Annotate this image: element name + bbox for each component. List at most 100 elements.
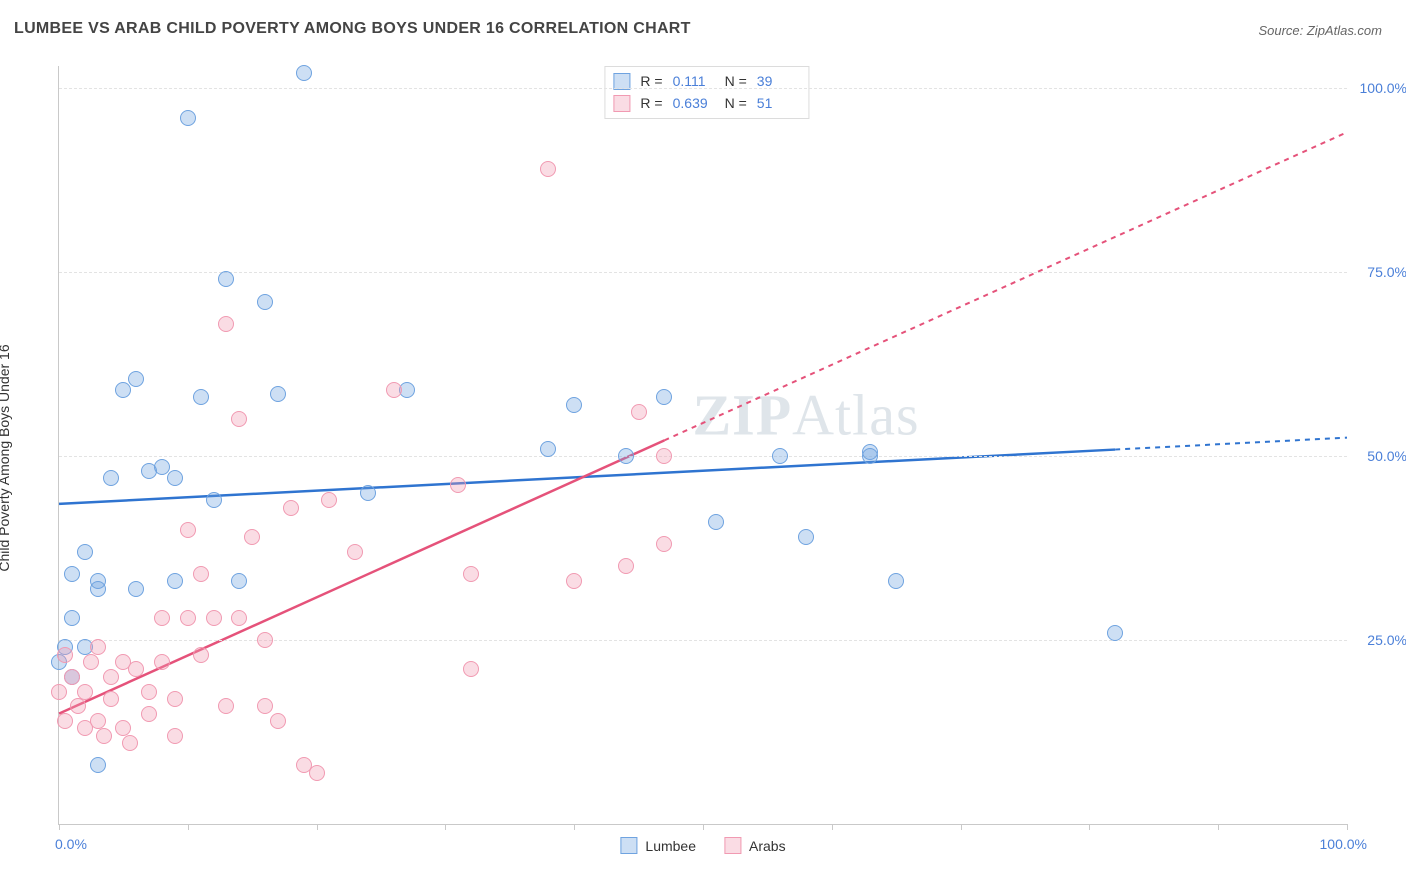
data-point xyxy=(656,536,672,552)
y-tick-label: 50.0% xyxy=(1367,448,1406,464)
data-point xyxy=(180,110,196,126)
data-point xyxy=(180,610,196,626)
data-point xyxy=(270,386,286,402)
data-point xyxy=(96,728,112,744)
data-point xyxy=(57,647,73,663)
data-point xyxy=(309,765,325,781)
data-point xyxy=(193,389,209,405)
data-point xyxy=(141,684,157,700)
legend-label: Arabs xyxy=(749,838,786,854)
data-point xyxy=(244,529,260,545)
data-point xyxy=(888,573,904,589)
data-point xyxy=(90,573,106,589)
data-point xyxy=(218,271,234,287)
x-tick xyxy=(961,824,962,830)
data-point xyxy=(64,610,80,626)
y-tick-label: 75.0% xyxy=(1367,264,1406,280)
gridline xyxy=(59,456,1347,457)
data-point xyxy=(772,448,788,464)
data-point xyxy=(618,558,634,574)
stat-n-value: 39 xyxy=(757,71,799,93)
data-point xyxy=(83,654,99,670)
data-point xyxy=(231,411,247,427)
data-point xyxy=(128,371,144,387)
gridline xyxy=(59,88,1347,89)
legend-swatch xyxy=(724,837,741,854)
data-point xyxy=(154,610,170,626)
data-point xyxy=(540,441,556,457)
data-point xyxy=(128,661,144,677)
data-point xyxy=(218,316,234,332)
x-tick xyxy=(1089,824,1090,830)
stat-r-label: R = xyxy=(640,71,662,93)
correlation-chart: Child Poverty Among Boys Under 16 ZIPAtl… xyxy=(14,48,1394,868)
trend-lines xyxy=(59,66,1347,824)
source-attribution: Source: ZipAtlas.com xyxy=(1258,23,1382,38)
data-point xyxy=(618,448,634,464)
trend-line-extrapolated xyxy=(1115,438,1347,450)
data-point xyxy=(180,522,196,538)
data-point xyxy=(70,698,86,714)
data-point xyxy=(566,573,582,589)
chart-title: LUMBEE VS ARAB CHILD POVERTY AMONG BOYS … xyxy=(14,20,691,38)
data-point xyxy=(708,514,724,530)
data-point xyxy=(77,544,93,560)
data-point xyxy=(566,397,582,413)
data-point xyxy=(103,470,119,486)
data-point xyxy=(206,492,222,508)
data-point xyxy=(656,448,672,464)
data-point xyxy=(57,713,73,729)
data-point xyxy=(450,477,466,493)
stat-r-label: R = xyxy=(640,93,662,115)
data-point xyxy=(64,669,80,685)
data-point xyxy=(167,573,183,589)
legend-item: Lumbee xyxy=(620,837,696,854)
stat-r-value: 0.111 xyxy=(673,71,715,93)
x-axis-min-label: 0.0% xyxy=(55,836,87,852)
data-point xyxy=(540,161,556,177)
x-tick xyxy=(59,824,60,830)
data-point xyxy=(296,65,312,81)
data-point xyxy=(218,698,234,714)
legend-swatch xyxy=(613,95,630,112)
trend-line-extrapolated xyxy=(664,132,1347,440)
stats-row: R = 0.111 N = 39 xyxy=(613,71,798,93)
series-legend: Lumbee Arabs xyxy=(620,837,785,854)
data-point xyxy=(321,492,337,508)
watermark: ZIPAtlas xyxy=(692,381,919,448)
legend-item: Arabs xyxy=(724,837,786,854)
data-point xyxy=(206,610,222,626)
data-point xyxy=(115,382,131,398)
data-point xyxy=(231,573,247,589)
x-tick xyxy=(574,824,575,830)
data-point xyxy=(122,735,138,751)
data-point xyxy=(90,713,106,729)
stat-n-value: 51 xyxy=(757,93,799,115)
data-point xyxy=(141,706,157,722)
x-tick xyxy=(188,824,189,830)
plot-area: ZIPAtlas R =0.111N =39R =0.639N =51 Lumb… xyxy=(58,66,1347,825)
data-point xyxy=(193,647,209,663)
data-point xyxy=(103,691,119,707)
x-tick xyxy=(832,824,833,830)
stat-n-label: N = xyxy=(725,71,747,93)
stat-r-value: 0.639 xyxy=(673,93,715,115)
data-point xyxy=(90,639,106,655)
data-point xyxy=(167,691,183,707)
data-point xyxy=(631,404,647,420)
data-point xyxy=(862,444,878,460)
data-point xyxy=(167,728,183,744)
data-point xyxy=(90,757,106,773)
data-point xyxy=(270,713,286,729)
data-point xyxy=(463,661,479,677)
data-point xyxy=(283,500,299,516)
x-tick xyxy=(317,824,318,830)
data-point xyxy=(257,632,273,648)
gridline xyxy=(59,272,1347,273)
x-axis-max-label: 100.0% xyxy=(1320,836,1367,852)
data-point xyxy=(77,684,93,700)
data-point xyxy=(167,470,183,486)
stat-n-label: N = xyxy=(725,93,747,115)
x-tick xyxy=(445,824,446,830)
legend-swatch xyxy=(620,837,637,854)
